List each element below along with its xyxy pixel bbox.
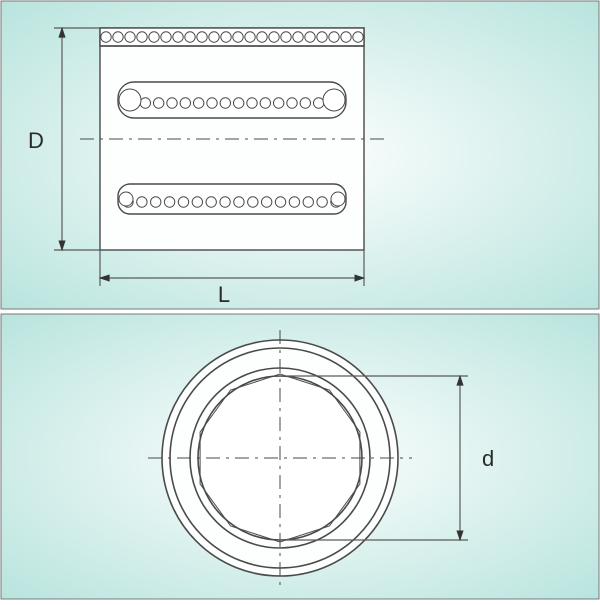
technical-drawing: D L d	[0, 0, 600, 600]
front-view-panel: d	[1, 314, 599, 599]
label-L: L	[218, 282, 230, 307]
side-view-panel: D L	[1, 1, 599, 309]
label-D: D	[28, 128, 44, 153]
label-d: d	[482, 446, 494, 471]
